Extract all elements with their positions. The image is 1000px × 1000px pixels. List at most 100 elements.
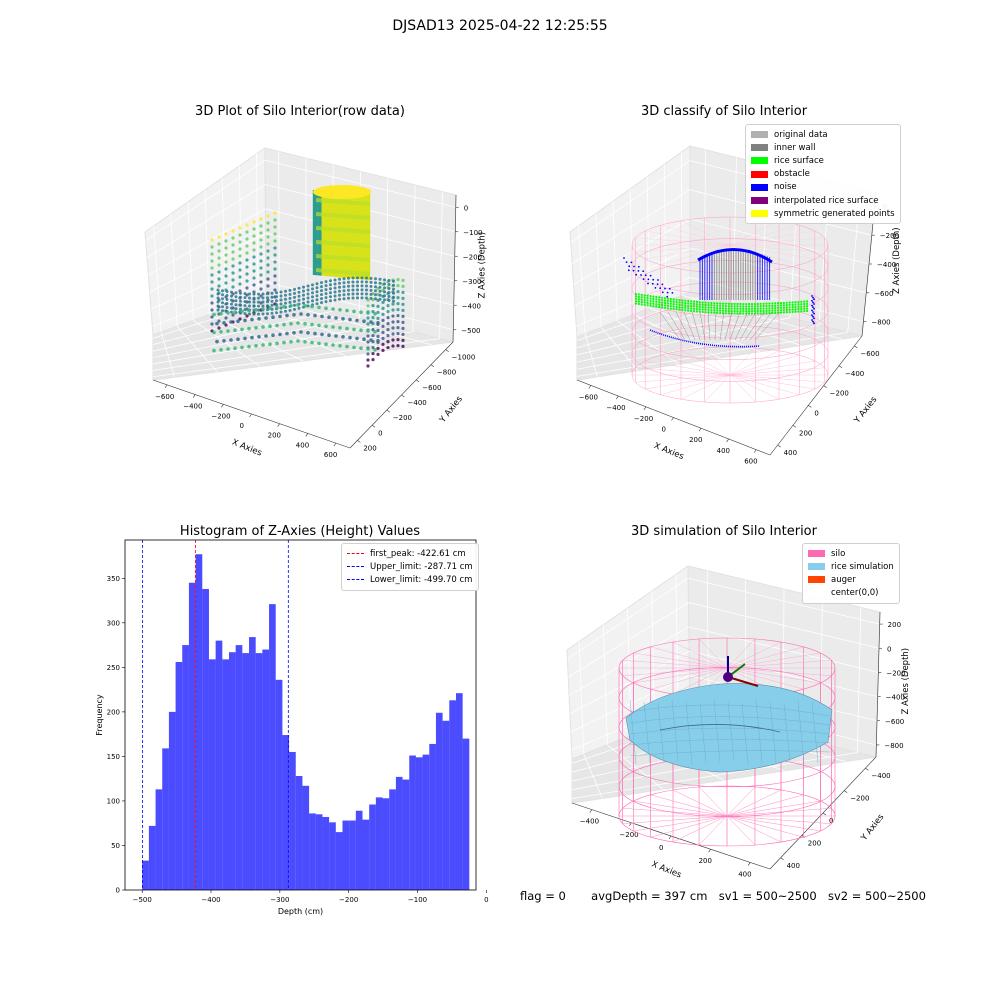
rice-point: [782, 306, 786, 309]
data-point: [396, 284, 400, 288]
data-point: [243, 296, 247, 300]
inner-wall-line: [744, 311, 765, 341]
surface-mesh: [769, 701, 777, 763]
rice-point: [742, 302, 745, 306]
rice-point: [684, 304, 687, 307]
data-point: [226, 347, 230, 351]
data-point: [266, 284, 270, 288]
data-point: [378, 289, 382, 293]
data-point: [374, 293, 377, 297]
data-point: [273, 218, 277, 222]
rice-point: [791, 308, 794, 311]
data-point: [225, 289, 229, 293]
data-point: [231, 285, 235, 289]
histogram-bar: [382, 798, 390, 890]
rice-point: [745, 305, 748, 308]
data-point: [284, 301, 287, 305]
rice-point: [713, 304, 716, 307]
data-point: [369, 280, 373, 284]
data-point: [221, 305, 224, 309]
rice-point: [745, 307, 748, 310]
y-axis-label: Y Axies: [859, 812, 887, 844]
data-point: [266, 221, 270, 225]
rice-point: [785, 311, 788, 314]
wire-ring: [631, 260, 829, 317]
x-axis-label: X Axies: [650, 860, 683, 881]
data-point: [324, 292, 328, 296]
noise-point: [647, 278, 650, 281]
data-point: [383, 282, 386, 286]
data-point: [238, 233, 242, 237]
data-point: [275, 341, 279, 346]
data-point: [365, 296, 368, 300]
data-point: [257, 304, 260, 308]
data-point: [282, 304, 286, 309]
noise-point: [632, 269, 635, 272]
data-point: [239, 291, 242, 295]
data-point: [245, 314, 249, 318]
data-point: [374, 281, 377, 285]
data-point: [216, 308, 220, 312]
histogram-bar: [208, 659, 216, 890]
data-point: [273, 232, 277, 236]
data-point: [324, 342, 328, 347]
rice-point: [666, 304, 670, 307]
data-point: [212, 348, 216, 353]
inner-wall-line: [719, 311, 725, 341]
data-point: [387, 291, 391, 295]
data-point: [245, 251, 249, 255]
noise-point: [812, 311, 814, 313]
data-point: [224, 316, 228, 320]
data-point: [383, 290, 386, 294]
legend-item-rice-simulation: rice simulation: [808, 560, 894, 573]
data-point: [401, 290, 405, 294]
data-point: [391, 332, 395, 336]
wire-spoke: [698, 815, 728, 846]
y-tick: [371, 425, 376, 428]
noise-point: [668, 287, 671, 290]
rice-point: [730, 307, 733, 310]
grid-line: [576, 302, 734, 349]
rice-point: [727, 309, 730, 313]
z-tick-label: −400: [886, 694, 905, 702]
noise-point: [644, 274, 647, 277]
noise-point: [623, 257, 625, 259]
surface-mesh: [727, 701, 735, 762]
data-point: [356, 288, 359, 292]
rice-point: [707, 304, 710, 307]
y-tick: [430, 364, 435, 367]
data-point: [257, 296, 260, 300]
rice-point: [803, 300, 806, 303]
grid-line: [146, 184, 266, 259]
rice-point: [695, 307, 699, 311]
rice-point: [753, 307, 757, 310]
legend-item-auger: auger: [808, 573, 894, 586]
rice-point: [748, 310, 751, 313]
data-point: [252, 248, 256, 252]
data-point: [252, 220, 256, 224]
noise-point: [627, 269, 630, 272]
rice-point: [646, 299, 649, 302]
data-point: [331, 343, 335, 347]
wire-spoke: [726, 815, 832, 825]
grid-line: [576, 309, 762, 356]
y-tick: [823, 385, 827, 388]
rice-point: [730, 305, 733, 308]
noise-point: [654, 287, 657, 289]
rice-point: [701, 308, 704, 311]
data-point: [217, 263, 221, 267]
rice-point: [684, 302, 687, 305]
data-point: [252, 269, 256, 273]
rice-point: [788, 308, 791, 311]
rice-point: [698, 301, 701, 304]
rice-point: [678, 306, 681, 309]
rice-point: [678, 298, 681, 302]
rice-point: [719, 307, 722, 310]
rice-point: [765, 312, 768, 315]
data-point: [273, 211, 277, 215]
rice-point: [663, 297, 667, 300]
data-point: [303, 304, 307, 308]
histogram-bar: [202, 588, 209, 890]
rice-point: [739, 305, 742, 308]
data-point: [299, 312, 303, 316]
